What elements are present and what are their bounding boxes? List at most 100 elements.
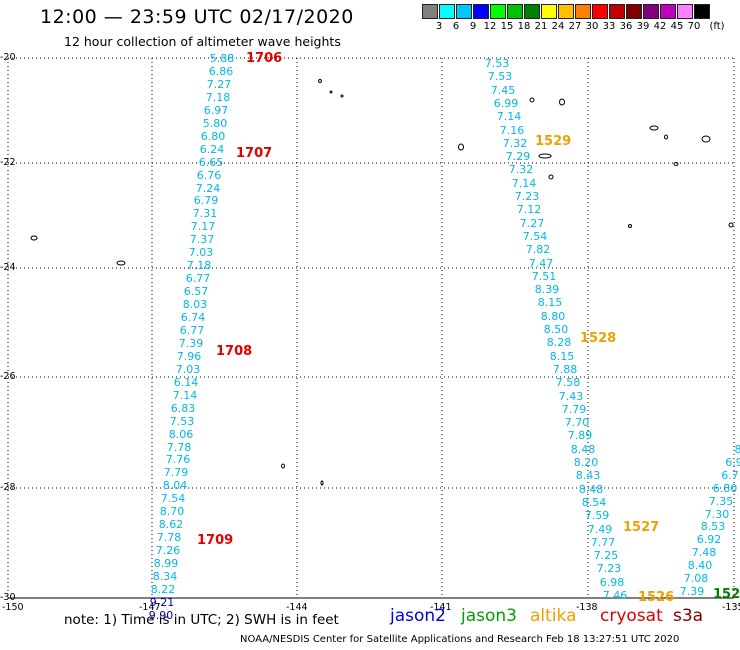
swh-value-track-west: 7.17 — [190, 220, 216, 233]
island — [116, 260, 126, 266]
swh-value-track-central: 7.53 — [487, 70, 513, 83]
swh-value-track-west: 6.76 — [196, 169, 222, 182]
satellite-key-s3a: s3a — [673, 606, 704, 626]
legend-swatch — [558, 4, 574, 19]
swh-value-track-west: 9.21 — [149, 596, 175, 609]
longitude-tick-label: -147 — [139, 602, 161, 613]
legend-label: 15 — [500, 21, 514, 32]
swh-value-track-west: 7.53 — [169, 415, 195, 428]
swh-value-track-west: 6.57 — [183, 285, 209, 298]
satellite-key-jason3: jason3 — [461, 606, 517, 626]
swh-value-track-central: 7.12 — [516, 203, 542, 216]
swh-value-track-west: 7.79 — [163, 466, 189, 479]
swh-value-track-central: 6.98 — [599, 576, 625, 589]
swh-value-track-west: 6.77 — [179, 324, 205, 337]
legend-swatch — [490, 4, 506, 19]
swh-value-track-west: 6.83 — [170, 402, 196, 415]
swh-value-track-west: 7.14 — [172, 389, 198, 402]
swh-value-track-central: 7.82 — [525, 243, 551, 256]
swh-value-track-west: 7.03 — [175, 363, 201, 376]
legend-label: 42 — [653, 21, 667, 32]
island — [559, 98, 565, 106]
swh-value-track-central: 8.28 — [546, 336, 572, 349]
swh-value-track-west: 8.70 — [159, 505, 185, 518]
longitude-tick-label: -138 — [576, 602, 598, 613]
swh-value-track-west: 8.06 — [168, 428, 194, 441]
legend-label: 30 — [585, 21, 599, 32]
swh-value-track-central: 8.48 — [578, 483, 604, 496]
swh-value-track-west: 7.18 — [205, 91, 231, 104]
swh-value-track-central: 8.48 — [570, 443, 596, 456]
swh-value-track-central: 7.29 — [505, 150, 531, 163]
legend-label: 70 — [687, 21, 701, 32]
legend-swatch — [541, 4, 557, 19]
swh-value-track-west: 7.31 — [192, 207, 218, 220]
island — [320, 480, 324, 486]
swh-value-track-west: 6.79 — [193, 194, 219, 207]
legend-swatch — [456, 4, 472, 19]
legend-unit: (ft) — [709, 21, 725, 32]
swh-value-track-west: 7.03 — [188, 246, 214, 259]
swh-value-track-central: 8.54 — [581, 496, 607, 509]
swh-value-track-east: 6.7 — [721, 469, 739, 482]
swh-value-track-east: 7.08 — [683, 572, 709, 585]
swh-value-track-west: 7.26 — [155, 544, 181, 557]
swh-value-track-central: 7.59 — [584, 509, 610, 522]
swh-value-track-east: 7.30 — [704, 508, 730, 521]
island — [664, 134, 668, 140]
island — [529, 97, 535, 103]
pass-time-label: 152 — [713, 587, 740, 602]
satellite-key-cryosat: cryosat — [600, 606, 663, 626]
legend-label: 21 — [534, 21, 548, 32]
swh-value-track-central: 7.47 — [528, 257, 554, 270]
island — [538, 153, 552, 159]
island — [701, 135, 711, 143]
lat-lon-grid — [7, 57, 735, 599]
swh-value-track-central: 8.15 — [537, 296, 563, 309]
swh-value-track-central: 7.14 — [511, 177, 537, 190]
latitude-tick-label: -22 — [0, 157, 16, 168]
legend-label: 12 — [483, 21, 497, 32]
swh-value-track-east: 8 — [734, 443, 740, 456]
swh-value-track-west: 5.80 — [202, 117, 228, 130]
swh-value-track-central: 7.23 — [514, 190, 540, 203]
swh-value-track-west: 8.34 — [152, 570, 178, 583]
legend-label: 9 — [469, 21, 477, 32]
latitude-tick-label: -20 — [0, 52, 16, 63]
island — [340, 94, 344, 98]
legend-label: 36 — [619, 21, 633, 32]
swh-value-track-central: 7.43 — [558, 390, 584, 403]
swh-value-track-west: 7.76 — [165, 453, 191, 466]
credit-line: NOAA/NESDIS Center for Satellite Applica… — [240, 634, 680, 645]
latitude-tick-label: -24 — [0, 262, 16, 273]
swh-value-track-central: 8.39 — [534, 283, 560, 296]
swh-value-track-central: 7.88 — [552, 363, 578, 376]
legend-swatch — [592, 4, 608, 19]
latitude-tick-label: -30 — [0, 592, 16, 603]
latitude-tick-label: -26 — [0, 371, 16, 382]
swh-value-track-central: 7.51 — [531, 270, 557, 283]
legend-label: 27 — [568, 21, 582, 32]
swh-value-track-west: 7.27 — [206, 78, 232, 91]
swh-value-track-central: 7.16 — [499, 124, 525, 137]
legend-label: 33 — [602, 21, 616, 32]
swh-value-track-west: 7.78 — [156, 531, 182, 544]
longitude-tick-label: -141 — [430, 602, 452, 613]
island-outlines — [30, 79, 734, 486]
legend-swatch — [609, 4, 625, 19]
legend-swatch — [677, 4, 693, 19]
map-subtitle: 12 hour collection of altimeter wave hei… — [64, 34, 341, 49]
legend-swatch — [439, 4, 455, 19]
satellite-key-altika: altika — [530, 606, 577, 626]
swh-value-track-west: 6.14 — [173, 376, 199, 389]
swh-value-track-west: 8.04 — [162, 479, 188, 492]
legend-swatch — [422, 4, 438, 19]
swh-value-track-central: 7.89 — [567, 429, 593, 442]
swh-value-track-west: 6.24 — [199, 143, 225, 156]
swh-value-track-central: 8.20 — [573, 456, 599, 469]
swh-value-track-central: 8.50 — [543, 323, 569, 336]
island — [728, 222, 734, 228]
legend-swatch — [575, 4, 591, 19]
legend-label: 24 — [551, 21, 565, 32]
